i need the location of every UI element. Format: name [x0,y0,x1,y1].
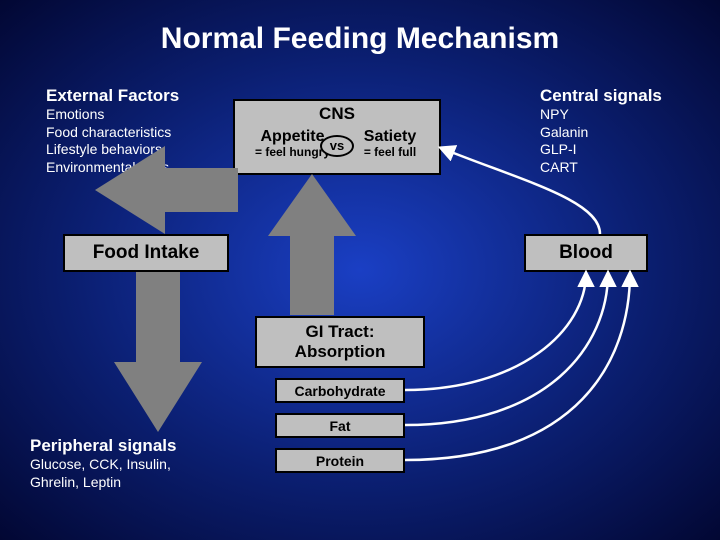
food-to-gi-arrow [114,272,202,432]
external-l1: Emotions [46,106,179,124]
prot-to-blood-curve [405,273,630,460]
cns-box: CNS Appetite = feel hungry vs Satiety = … [233,99,441,175]
peripheral-l2: Ghrelin, Leptin [30,474,176,492]
cns-label: CNS [235,104,439,124]
central-l4: CART [540,159,662,177]
fat-box: Fat [275,413,405,438]
central-l2: Galanin [540,124,662,142]
blood-box: Blood [524,234,648,272]
external-l4: Environmental cues [46,159,179,177]
fat-to-blood-curve [405,273,608,425]
carbohydrate-box: Carbohydrate [275,378,405,403]
protein-box: Protein [275,448,405,473]
peripheral-l1: Glucose, CCK, Insulin, [30,456,176,474]
carb-to-blood-curve [405,273,586,390]
gi-l1: GI Tract: [306,322,375,342]
page-title: Normal Feeding Mechanism [0,22,720,56]
central-signals-block: Central signals NPY Galanin GLP-I CART [540,86,662,176]
peripheral-signals-block: Peripheral signals Glucose, CCK, Insulin… [30,436,176,491]
central-l3: GLP-I [540,141,662,159]
central-header: Central signals [540,86,662,106]
central-l1: NPY [540,106,662,124]
gi-to-cns-arrow [268,174,356,315]
external-factors-block: External Factors Emotions Food character… [46,86,179,176]
external-l2: Food characteristics [46,124,179,142]
peripheral-header: Peripheral signals [30,436,176,456]
gi-l2: Absorption [295,342,386,362]
gi-tract-box: GI Tract: Absorption [255,316,425,368]
vs-oval: vs [320,135,354,157]
external-l3: Lifestyle behaviors [46,141,179,159]
food-intake-box: Food Intake [63,234,229,272]
satiety-sub: = feel full [351,145,429,159]
external-header: External Factors [46,86,179,106]
satiety-block: Satiety = feel full [351,129,429,159]
satiety-label: Satiety [351,129,429,145]
